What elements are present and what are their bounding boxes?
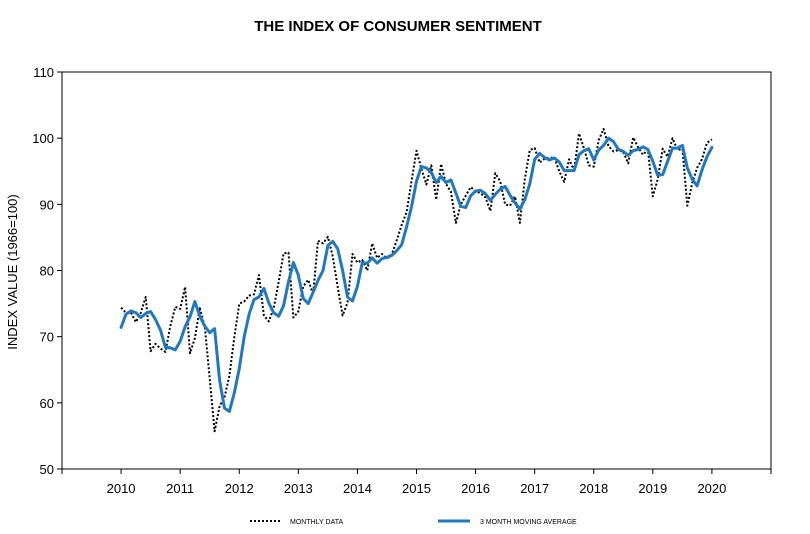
y-tick-label: 110: [33, 65, 54, 80]
y-tick-label: 90: [40, 197, 54, 212]
x-tick-label: 2020: [697, 481, 726, 496]
x-tick-label: 2010: [107, 481, 136, 496]
y-tick-label: 70: [40, 330, 54, 345]
x-tick-label: 2012: [225, 481, 254, 496]
x-tick-label: 2011: [166, 481, 194, 496]
x-axis: 2010 2011 2012 2013 2014 2015 2016 2017 2018 2019…: [61, 469, 772, 496]
x-tick-label: 2016: [461, 481, 490, 496]
y-tick-label: 50: [40, 462, 54, 477]
x-tick-label: 2019: [638, 481, 667, 496]
plot-area-frame: [61, 71, 772, 470]
series-layer: [119, 127, 714, 433]
series-moving-average-line: [119, 136, 714, 413]
x-tick-label: 2018: [579, 481, 608, 496]
x-tick-label: 2015: [402, 481, 431, 496]
y-tick-label: 100: [32, 131, 54, 146]
chart-title: THE INDEX OF CONSUMER SENTIMENT: [254, 18, 542, 35]
y-tick-label: 80: [40, 264, 54, 279]
legend: MONTHLY DATA 3 MONTH MOVING AVERAGE: [250, 519, 577, 526]
legend-moving-average-label: 3 MONTH MOVING AVERAGE: [480, 519, 577, 526]
x-tick-label: 2014: [343, 481, 372, 496]
x-tick-label: 2013: [284, 481, 313, 496]
x-tick-label: 2017: [520, 481, 549, 496]
y-axis-label: INDEX VALUE (1966=100): [5, 194, 20, 349]
y-tick-label: 60: [40, 396, 54, 411]
series-monthly-line: [120, 127, 713, 433]
y-axis: 50 60 70 80 90 100 110: [32, 65, 62, 477]
legend-monthly-label: MONTHLY DATA: [290, 519, 343, 526]
